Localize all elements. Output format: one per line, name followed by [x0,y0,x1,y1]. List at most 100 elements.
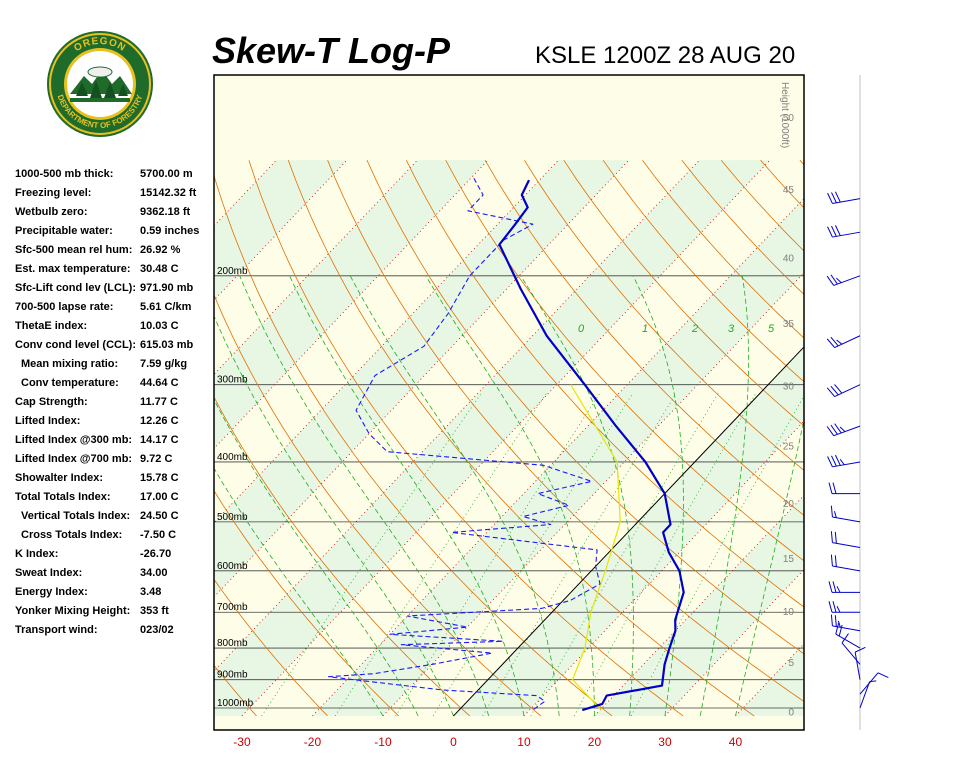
wind-barb [827,225,861,238]
dry-adiabat [879,160,960,716]
wind-barb-flag [831,455,837,467]
wind-barb-flag [836,606,841,613]
wind-barb [830,531,861,548]
temperature-trace [498,179,685,712]
wind-barb [827,191,861,204]
wind-barb-flag [834,384,843,394]
wind-barb-flag [839,426,846,432]
isotherm-band [214,160,629,597]
index-row: Wetbulb zero: 9362.18 ft [15,206,215,225]
index-value: 0.59 inches [140,225,200,237]
height-label: 35 [783,319,795,330]
wind-barb-flag [836,586,841,593]
pressure-label: 1000mb [217,698,254,709]
index-row: Total Totals Index: 17.00 C [15,491,215,510]
mixing-ratio-line [573,393,757,717]
dry-adiabat [248,160,684,717]
index-label: K Index: [15,548,59,560]
index-label: Vertical Totals Index: [21,510,131,522]
dry-adiabat [0,160,185,716]
isotherm-band [214,160,347,301]
moist-adiabat [425,275,595,716]
pressure-label: 500mb [217,512,248,523]
wind-barb-flag [838,624,843,637]
index-value: 17.00 C [140,491,179,503]
index-row: Lifted Index @300 mb: 14.17 C [15,434,215,453]
index-row: Conv cond level (CCL): 615.03 mb [15,339,215,358]
index-label: Total Totals Index: [15,491,111,503]
wind-barb-flag [827,456,833,468]
wind-barb-flag [830,336,839,347]
wind-barb-flag [830,554,833,567]
wind-barb-flag [830,505,833,518]
index-row: Mean mixing ratio: 7.59 g/kg [15,358,215,377]
index-row: 1000-500 mb thick: 5700.00 m [15,168,215,187]
wind-barb-flag [834,555,837,567]
wind-barb-flag [834,531,837,544]
moist-adiabat [239,275,490,717]
dry-adiabat [0,160,114,716]
wind-barb [828,601,860,613]
height-label: 0 [788,708,794,719]
isotherm-band [0,160,206,716]
index-label: Sfc-Lift cond lev (LCL): [15,282,136,294]
index-row: Lifted Index @700 mb: 9.72 C [15,453,215,472]
wind-barb-flag [826,275,835,286]
wind-barb [826,335,861,349]
index-value: 353 ft [140,605,169,617]
index-label: ThetaE index: [15,320,88,332]
isotherm-band [0,160,65,716]
mixing-ratio-label: 0 [578,323,585,335]
index-row: Energy Index: 3.48 [15,586,215,605]
index-row: ThetaE index: 10.03 C [15,320,215,339]
height-label: 15 [783,554,795,565]
wind-barb-flag [828,581,833,593]
index-row: Sfc-500 mean rel hum: 26.92 % [15,244,215,263]
index-value: 15.78 C [140,472,179,484]
height-label: 40 [783,254,795,265]
wind-barb [830,554,861,572]
index-value: 023/02 [140,624,174,636]
height-label: 10 [783,607,795,618]
isotherm-band [214,160,770,716]
index-label: Lifted Index: [15,415,81,427]
dry-adiabat [524,159,804,471]
index-row: Lifted Index: 12.26 C [15,415,215,434]
index-value: 971.90 mb [140,282,194,294]
wind-barb-flag [854,646,866,653]
wind-barb-flag [827,226,833,238]
height-label: 25 [783,441,795,452]
station-time-label: KSLE 1200Z 28 AUG 20 [535,42,796,69]
index-label: Energy Index: [15,586,88,598]
wind-barb [826,384,861,397]
wind-barb [827,454,861,468]
wind-barb-flag [830,424,838,435]
mixing-ratio-line [482,393,677,717]
dry-adiabat [327,160,804,703]
dry-adiabat [214,174,613,717]
height-label: 50 [783,113,795,124]
dry-adiabat [214,578,328,717]
index-row: Cap Strength: 11.77 C [15,396,215,415]
isotherm-band [876,160,960,716]
index-row: Showalter Index: 15.78 C [15,472,215,491]
moist-adiabat [289,275,525,716]
index-label: Yonker Mixing Height: [15,605,131,617]
wind-barb-shaft [832,198,861,204]
moist-adiabat [214,467,384,717]
wind-barb [835,622,861,649]
chart-title: Skew-T Log-P [212,30,451,71]
isotherm-line [806,160,960,716]
index-label: Cross Totals Index: [21,529,123,541]
index-value: 34.00 [140,567,168,579]
index-label: Sfc-500 mean rel hum: [15,244,133,256]
index-value: 14.17 C [140,434,179,446]
index-label: Conv temperature: [21,377,119,389]
pressure-label: 400mb [217,452,248,463]
index-row: Sfc-Lift cond lev (LCL): 971.90 mb [15,282,215,301]
index-value: 44.64 C [140,377,179,389]
mixing-ratio-label: 5 [768,323,775,335]
dry-adiabat [214,293,542,717]
index-label: Transport wind: [15,624,98,636]
